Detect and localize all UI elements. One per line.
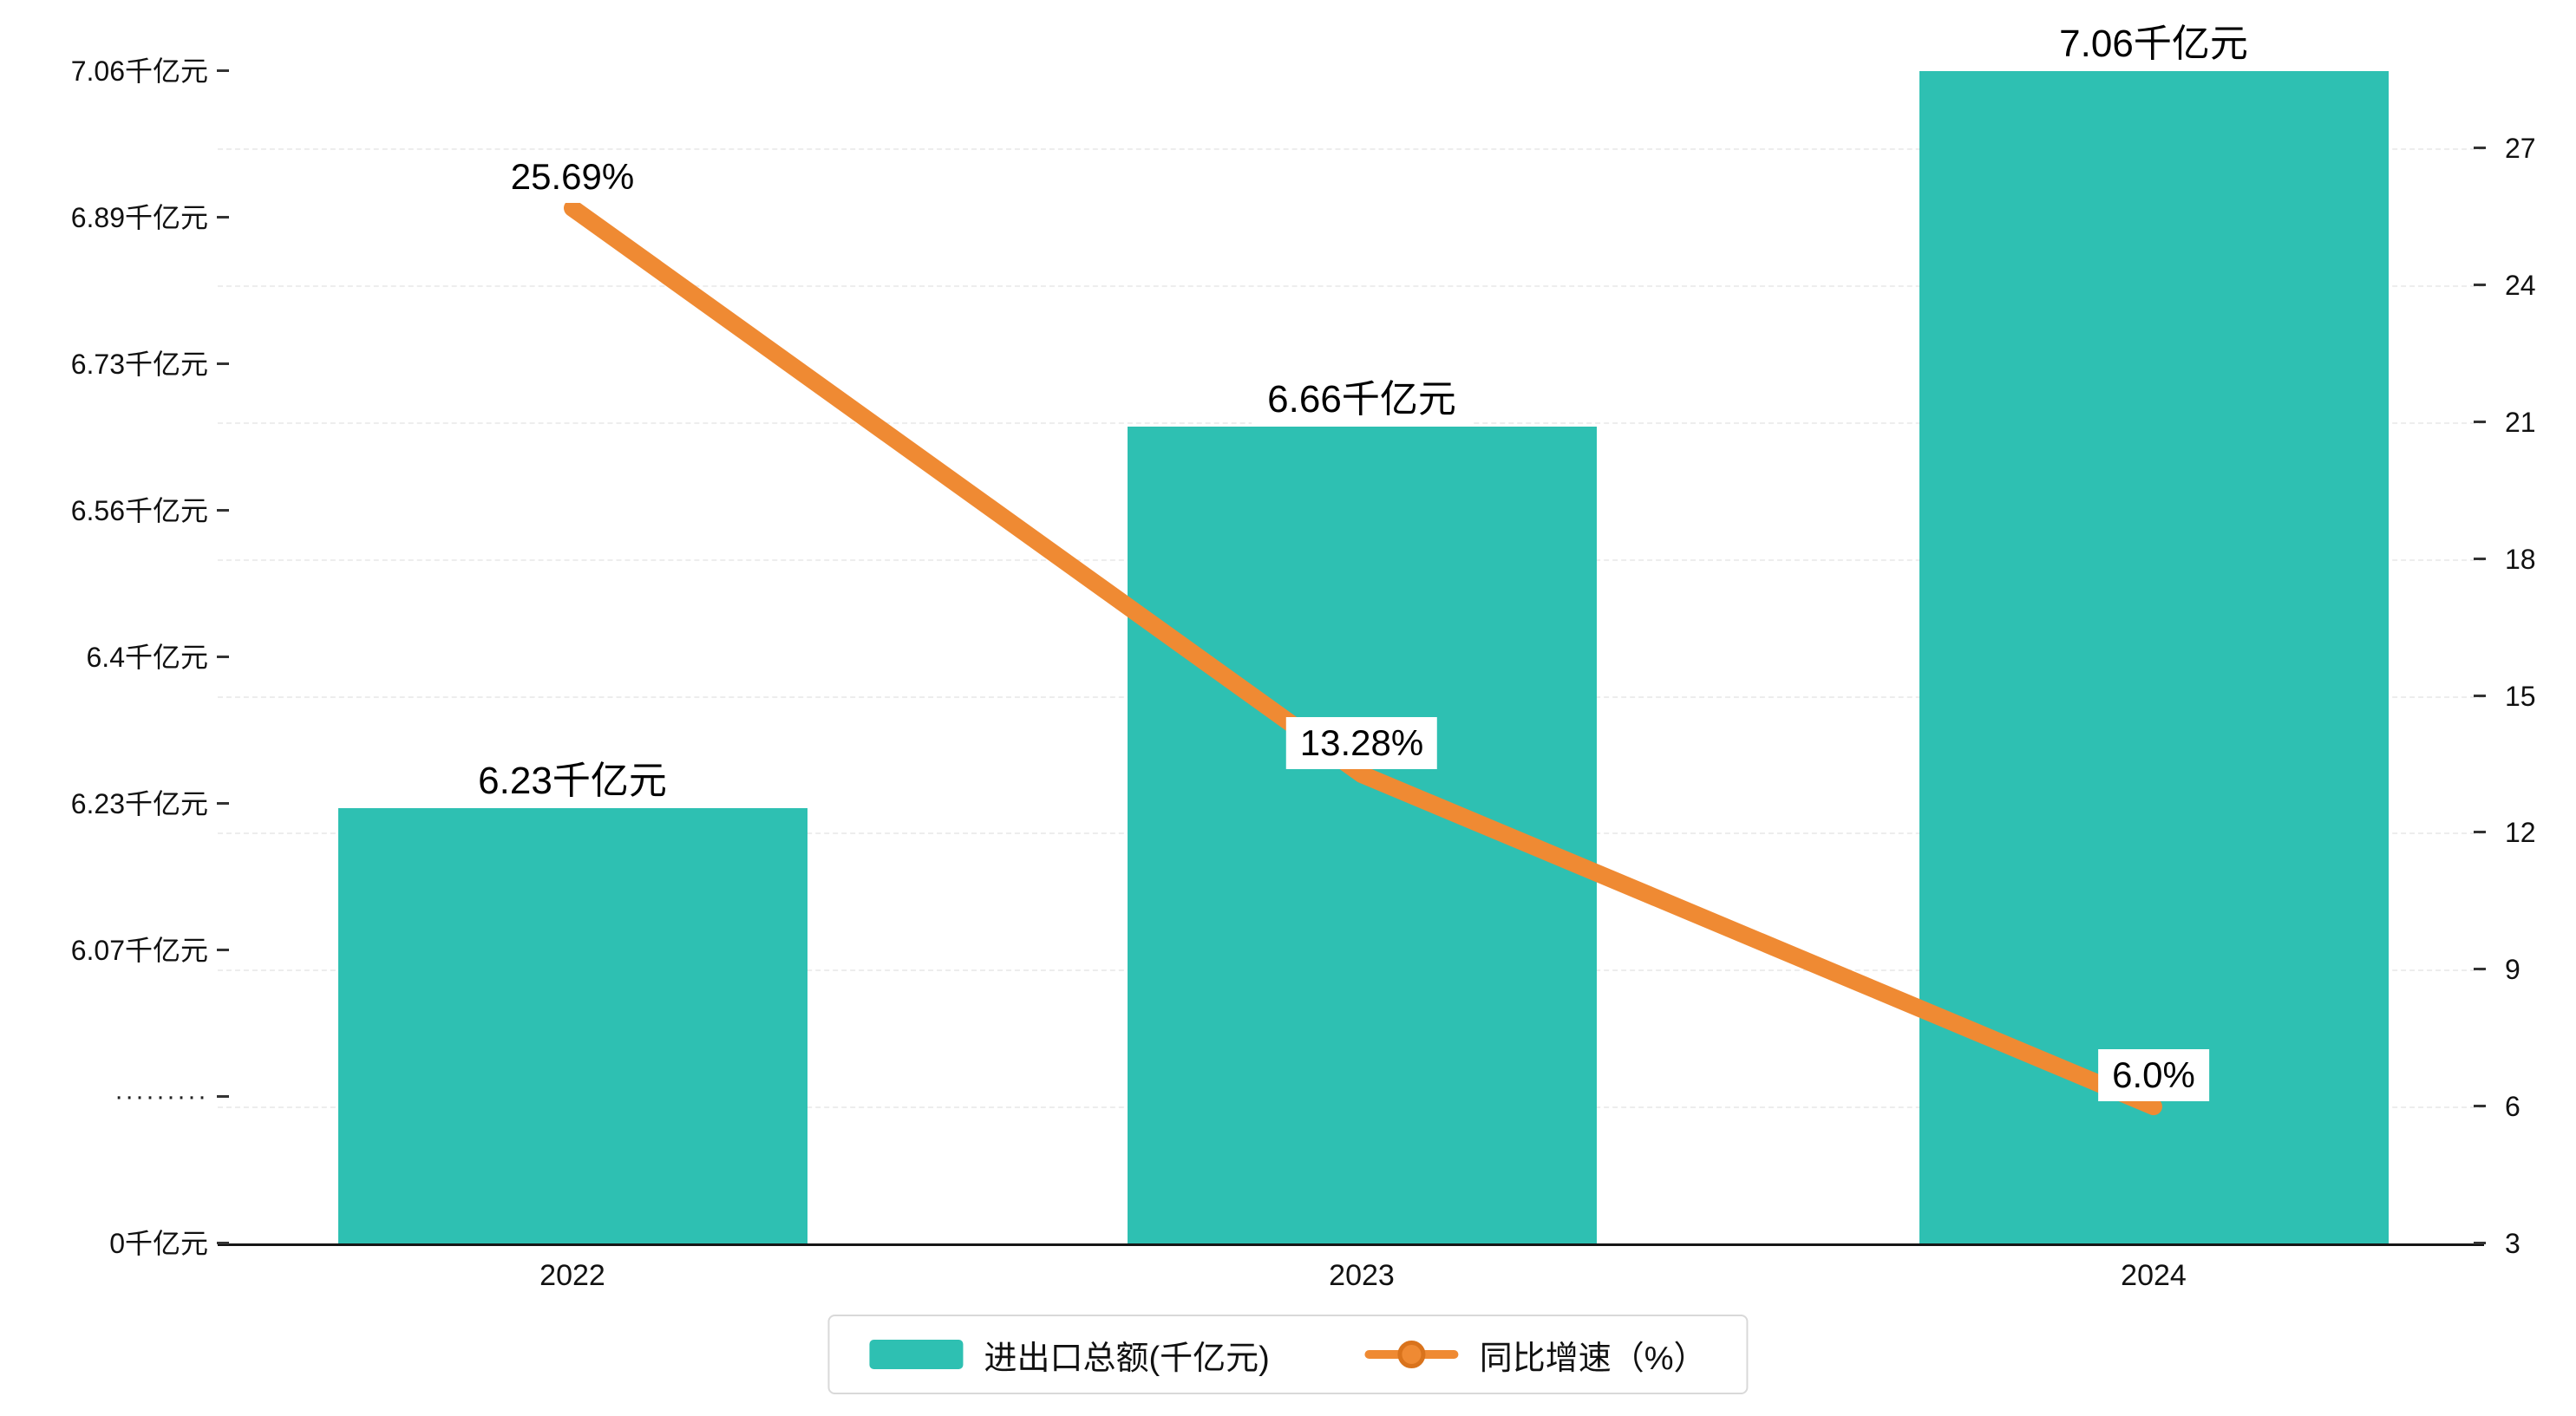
bar-value-label: 6.23千亿元 [462, 756, 683, 807]
right-axis-tick-mark [2474, 1242, 2486, 1244]
line-value-label: 6.0% [2098, 1049, 2209, 1102]
left-axis-tick-mark [217, 362, 229, 365]
x-axis-tick-label: 2024 [2121, 1259, 2187, 1292]
legend-item-label: 同比增速（%） [1479, 1340, 1707, 1377]
right-axis-tick-mark [2474, 147, 2486, 149]
left-axis-tick-mark [217, 69, 229, 72]
line-value-label: 13.28% [1285, 717, 1438, 770]
right-axis-tick-label: 9 [2505, 954, 2520, 986]
line-value-label: 25.69% [496, 150, 649, 204]
right-axis-tick-label: 21 [2505, 406, 2536, 438]
left-axis-tick-mark [217, 949, 229, 951]
bar-value-label: 7.06千亿元 [2043, 19, 2264, 70]
gridline [218, 148, 2484, 150]
right-axis-tick-label: 15 [2505, 680, 2536, 712]
right-axis-tick-label: 18 [2505, 543, 2536, 575]
legend-item-bar-series[interactable]: 进出口总额(千亿元) [869, 1331, 1270, 1379]
legend-line-dot-icon [1364, 1340, 1459, 1369]
right-axis-tick-label: 3 [2505, 1228, 2520, 1259]
right-axis-tick-label: 27 [2505, 133, 2536, 164]
legend-bar-swatch-icon [869, 1340, 964, 1369]
right-axis-tick-mark [2474, 557, 2486, 560]
left-axis-tick-label: 6.4千亿元 [86, 642, 209, 673]
legend: 进出口总额(千亿元) 同比增速（%） [827, 1315, 1749, 1394]
left-axis-tick-label: 6.89千亿元 [70, 202, 208, 233]
legend-item-line-series[interactable]: 同比增速（%） [1364, 1331, 1707, 1379]
left-axis-tick-label: 6.56千亿元 [70, 495, 208, 526]
left-axis-tick-mark [217, 656, 229, 658]
legend-item-label: 进出口总额(千亿元) [984, 1340, 1270, 1377]
right-axis-tick-mark [2474, 968, 2486, 971]
x-axis-tick-label: 2023 [1329, 1259, 1395, 1292]
left-axis-break-marker: ········· [114, 1082, 208, 1111]
left-axis-tick-mark [217, 509, 229, 512]
right-axis-tick-mark [2474, 694, 2486, 697]
left-axis-tick-label: 6.23千亿元 [70, 788, 208, 819]
left-axis-tick-label: 6.73千亿元 [70, 349, 208, 380]
left-axis-tick-label: 6.07千亿元 [70, 935, 208, 966]
left-axis-tick-mark [217, 216, 229, 219]
left-axis-tick-mark [217, 802, 229, 805]
right-axis-tick-label: 12 [2505, 817, 2536, 849]
right-axis-tick-mark [2474, 1105, 2486, 1108]
right-axis-tick-label: 6 [2505, 1091, 2520, 1123]
right-axis-tick-label: 24 [2505, 269, 2536, 301]
right-axis-tick-mark [2474, 831, 2486, 834]
right-axis-tick-mark [2474, 420, 2486, 423]
x-axis-tick-label: 2022 [539, 1259, 605, 1292]
legend-line-dot [1397, 1341, 1426, 1368]
left-axis-tick-mark [217, 1242, 229, 1244]
left-axis-tick-label: 7.06千亿元 [70, 55, 208, 87]
left-axis-tick-label: 0千亿元 [109, 1228, 208, 1259]
x-axis-line [218, 1243, 2484, 1246]
left-axis-tick-mark [217, 1095, 229, 1098]
bar-value-label: 6.66千亿元 [1252, 374, 1472, 426]
right-axis-tick-mark [2474, 283, 2486, 286]
